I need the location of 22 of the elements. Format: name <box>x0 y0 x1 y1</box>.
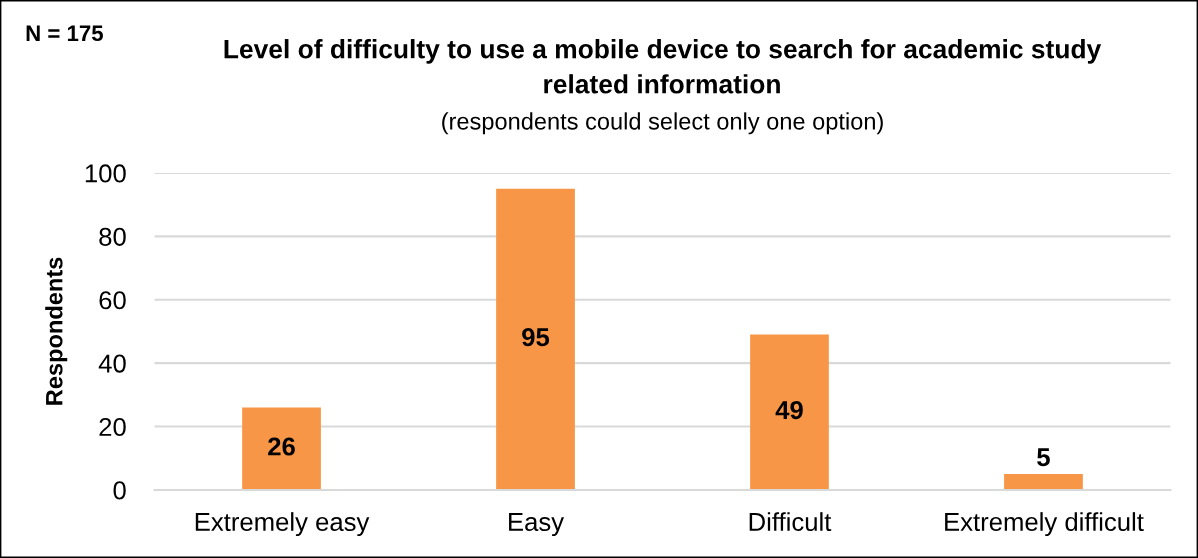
data-label: 49 <box>775 400 803 420</box>
y-tick-label: 100 <box>85 164 126 183</box>
data-label: 95 <box>522 328 550 347</box>
bar <box>496 188 575 490</box>
x-tick-label: Easy <box>509 513 565 537</box>
bar <box>750 334 829 490</box>
x-tick-label: Extremely difficult <box>945 512 1144 537</box>
y-axis-title: Respondents <box>45 257 68 405</box>
y-tick-label: 0 <box>113 481 126 500</box>
bar <box>1004 474 1083 490</box>
data-label: 5 <box>1037 448 1050 467</box>
bar <box>242 407 321 490</box>
y-tick-label: 40 <box>98 354 126 373</box>
y-tick-label: 20 <box>99 417 126 437</box>
x-tick-label: Extremely easy <box>195 512 370 537</box>
chart-subtitle: (respondents could select only one option) <box>442 112 883 135</box>
text: N = 175 <box>26 25 103 42</box>
x-tick-label: Difficult <box>749 512 832 532</box>
data-label: 26 <box>268 437 295 456</box>
chart-title: Level of difficulty to use a mobile device to search for academic study related information <box>224 39 1102 94</box>
y-tick-label: 60 <box>99 291 126 310</box>
y-tick-label: 80 <box>99 227 126 246</box>
